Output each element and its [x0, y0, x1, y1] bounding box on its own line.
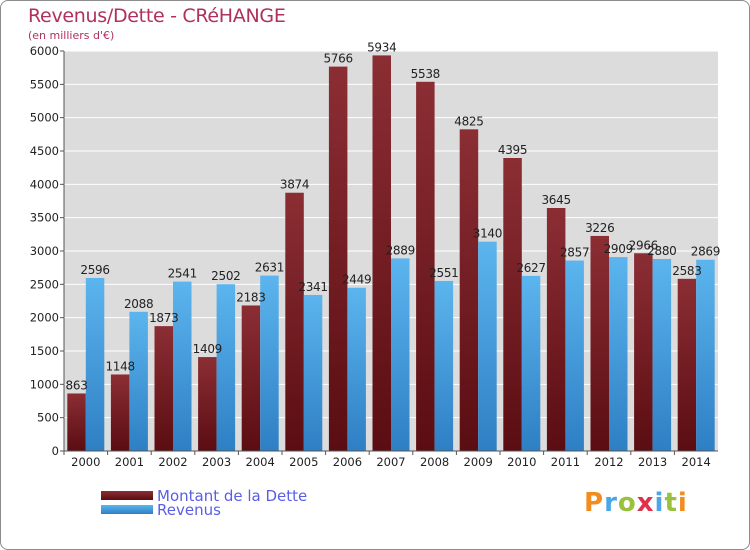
x-tick-label: 2005	[289, 455, 318, 469]
bar-revenus	[260, 275, 279, 451]
x-tick-label: 2003	[202, 455, 231, 469]
data-label-revenus: 2631	[255, 261, 284, 275]
y-tick-label: 1500	[30, 344, 59, 358]
bar-revenus	[434, 280, 454, 451]
bar-debt	[503, 158, 522, 451]
data-label-revenus: 2449	[342, 273, 371, 287]
legend-label-debt: Montant de la Dette	[157, 487, 308, 505]
y-tick-label: 3500	[30, 211, 59, 225]
y-tick-label: 2500	[30, 277, 59, 291]
bar-debt	[372, 55, 391, 452]
y-tick-label: 500	[37, 411, 59, 425]
bar-revenus	[565, 260, 584, 451]
bar-debt	[285, 192, 304, 451]
legend-item-debt: Montant de la Dette	[101, 487, 401, 505]
bar-debt	[634, 253, 653, 451]
x-tick-label: 2010	[507, 455, 536, 469]
bar-debt	[110, 374, 130, 451]
bar-revenus	[696, 259, 715, 451]
bar-revenus	[521, 275, 541, 451]
data-label-debt: 2583	[672, 264, 701, 278]
data-label-revenus: 2541	[168, 267, 197, 281]
y-tick-label: 1000	[30, 377, 59, 391]
data-label-revenus: 2088	[124, 297, 153, 311]
bar-revenus	[609, 257, 628, 451]
x-tick-label: 2004	[246, 455, 275, 469]
bar-debt	[546, 208, 566, 451]
x-tick-label: 2001	[115, 455, 144, 469]
bar-debt	[198, 357, 217, 451]
y-tick-label: 0	[52, 444, 59, 458]
x-tick-label: 2011	[551, 455, 580, 469]
y-tick-label: 6000	[30, 44, 59, 58]
x-tick-label: 2007	[376, 455, 405, 469]
data-label-revenus: 2502	[211, 269, 240, 283]
bar-debt	[459, 129, 479, 452]
data-label-revenus: 2909	[604, 242, 633, 256]
y-tick-label: 4000	[30, 177, 59, 191]
data-label-revenus: 2880	[647, 244, 676, 258]
data-label-debt: 3645	[541, 193, 570, 207]
data-label-revenus: 2889	[386, 243, 415, 257]
data-label-revenus: 2627	[516, 261, 545, 275]
bar-revenus	[391, 258, 410, 451]
legend-label-revenus: Revenus	[157, 501, 221, 519]
data-label-revenus: 2551	[429, 266, 458, 280]
data-label-revenus: 2857	[560, 246, 589, 260]
x-tick-label: 2002	[158, 455, 187, 469]
x-tick-label: 2006	[333, 455, 362, 469]
data-label-debt: 1148	[105, 359, 134, 373]
data-label-debt: 4395	[498, 143, 527, 157]
proxiti-logo: Proxiti	[584, 488, 688, 518]
chart-subtitle: (en milliers d'€)	[28, 29, 115, 42]
bar-revenus	[652, 259, 672, 451]
y-tick-label: 4500	[30, 144, 59, 158]
y-tick-label: 5500	[30, 77, 59, 91]
legend-item-revenus: Revenus	[101, 501, 401, 519]
data-label-revenus: 2596	[80, 263, 109, 277]
data-label-revenus: 2341	[298, 280, 327, 294]
data-label-debt: 5538	[411, 67, 440, 81]
data-label-debt: 863	[66, 378, 88, 392]
x-tick-label: 2008	[420, 455, 449, 469]
x-tick-label: 2009	[464, 455, 493, 469]
bar-debt	[590, 235, 609, 451]
bar-debt	[241, 305, 261, 451]
data-label-debt: 5766	[323, 52, 352, 66]
data-label-debt: 4825	[454, 114, 483, 128]
bar-revenus	[347, 287, 366, 451]
bar-revenus	[129, 311, 148, 451]
bar-revenus	[303, 294, 323, 451]
data-label-debt: 2183	[236, 290, 265, 304]
bar-revenus	[173, 281, 192, 451]
legend-swatch-revenus	[101, 505, 153, 514]
y-tick-label: 2000	[30, 311, 59, 325]
x-tick-label: 2013	[638, 455, 667, 469]
x-tick-label: 2014	[682, 455, 711, 469]
data-label-debt: 1409	[193, 342, 222, 356]
data-label-debt: 1873	[149, 311, 178, 325]
bar-revenus	[478, 241, 497, 451]
data-label-revenus: 2869	[691, 245, 720, 259]
bar-debt	[328, 66, 348, 451]
bar-revenus	[85, 277, 105, 451]
bar-debt	[677, 278, 697, 451]
bar-debt	[416, 81, 435, 452]
y-tick-label: 5000	[30, 111, 59, 125]
bar-revenus	[216, 284, 236, 451]
data-label-revenus: 3140	[473, 227, 502, 241]
bar-debt	[67, 393, 86, 451]
data-label-debt: 3874	[280, 178, 309, 192]
bar-debt	[154, 326, 173, 451]
legend-swatch-debt	[101, 491, 153, 500]
data-label-debt: 2966	[629, 238, 658, 252]
data-label-debt: 3226	[585, 221, 614, 235]
data-label-debt: 5934	[367, 40, 396, 54]
x-tick-label: 2012	[594, 455, 623, 469]
x-tick-label: 2000	[71, 455, 100, 469]
chart-title: Revenus/Dette - CRéHANGE	[28, 5, 286, 27]
y-tick-label: 3000	[30, 244, 59, 258]
